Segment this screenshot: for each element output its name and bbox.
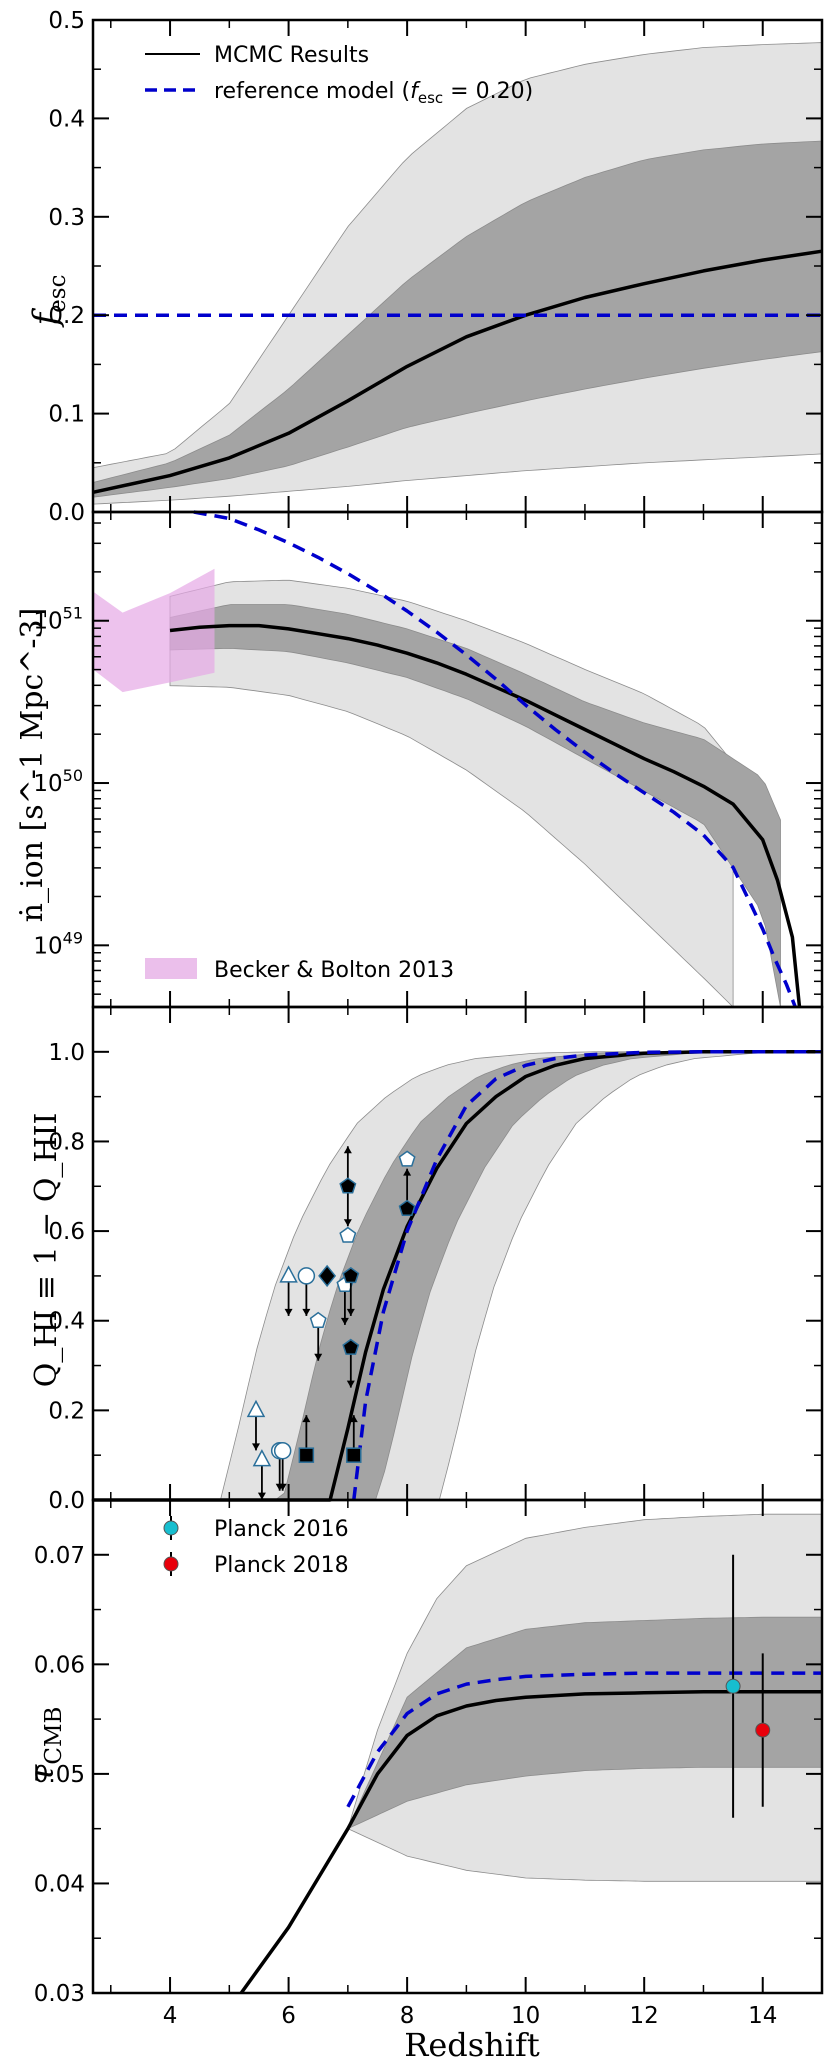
QHI-marker-pentagon [339,1177,357,1194]
QHI-marker-pentagon [398,1150,416,1167]
legend-planck2018-label: Planck 2018 [214,1553,349,1578]
QHI-marker-pentagon [342,1338,360,1355]
QHI-arrowhead [346,1308,355,1316]
QHI-marker-triangle [252,1449,272,1467]
planck2018-point [755,1722,771,1738]
QHI-marker-pentagon [342,1266,360,1284]
x-tick-label: 4 [163,2003,178,2029]
y-tick-label-QHI: 0.0 [48,1488,85,1514]
ylabel-tau: τCMB [22,1707,67,1784]
y-tick-label-QHI: 0.4 [48,1309,85,1335]
QHI-marker-circle [273,1441,292,1460]
x-tick-label: 12 [630,2003,659,2029]
tau-reference-line [346,1671,822,1808]
y-tick-label-fesc: 0.5 [48,8,85,34]
ylabel-QHI: Q_HI ≡ 1 − Q_HII [29,1113,64,1388]
y-tick-label-fesc: 0.1 [48,402,85,428]
QHI-arrowhead [343,1146,352,1154]
fesc-mcmc-line [92,249,823,495]
y-tick-label-QHI: 0.6 [48,1219,85,1245]
legend-tau: Planck 2016 Planck 2018 [163,1516,349,1578]
QHI-marker-triangle [246,1399,266,1418]
QHI-arrowhead [349,1415,358,1423]
QHI-marker-square [298,1447,315,1463]
legend-planck2016-label: Planck 2016 [214,1517,349,1542]
y-tick-label-fesc: 0.2 [48,303,85,329]
y-tick-label-nion: 1049 [33,928,83,959]
legend-planck2018-marker [163,1556,179,1572]
axes-frame-tau [91,1498,824,1995]
QHI-marker-diamond [318,1264,337,1288]
y-tick-label-tau: 0.05 [34,1762,85,1788]
QHI-arrowhead [284,1308,293,1316]
becker-bolton-band [93,568,215,693]
nion-reference-line [193,510,797,1008]
QHI-marker-pentagon [309,1311,327,1328]
QHI-arrowhead [251,1443,260,1451]
y-tick-label-fesc: 0.0 [48,500,85,526]
xlabel-redshift: Redshift [404,2026,540,2064]
planck2016-point [725,1678,741,1694]
y-tick-label-tau: 0.04 [34,1871,85,1897]
x-tick-label: 14 [748,2003,777,2029]
y-tick-label-QHI: 0.2 [48,1398,85,1424]
y-tick-label-tau: 0.03 [34,1981,85,2007]
x-tick-label: 8 [400,2003,415,2029]
y-tick-label-nion: 1051 [33,604,83,635]
QHI-arrowhead [343,1219,352,1227]
y-tick-label-fesc: 0.4 [48,106,85,132]
ylabel-nion: ṅ_ion [s^-1 Mpc^-3] [15,608,50,923]
legend-fesc: MCMC Results reference model (fesc = 0.2… [145,43,533,107]
legend-mcmc-label: MCMC Results [214,43,369,68]
legend-nion: Becker & Bolton 2013 [145,958,454,983]
QHI-arrowhead [302,1308,311,1316]
legend-becker-label: Becker & Bolton 2013 [214,958,454,983]
QHI-mcmc-line [93,1050,822,1502]
QHI-marker-circle [297,1267,316,1285]
y-tick-label-QHI: 1.0 [48,1040,85,1066]
QHI-arrowhead [257,1492,266,1500]
y-tick-label-tau: 0.06 [34,1652,85,1678]
QHI-arrowhead [278,1483,287,1491]
QHI-arrowhead [314,1353,323,1361]
QHI-marker-square [346,1447,362,1463]
y-tick-label-nion: 1050 [33,766,83,797]
y-tick-label-QHI: 0.8 [48,1129,85,1155]
QHI-arrowhead [346,1380,355,1388]
QHI-arrowhead [340,1317,349,1325]
tau-mcmc-line [239,1689,822,1995]
x-tick-label: 6 [281,2003,296,2029]
y-tick-label-fesc: 0.3 [48,205,85,231]
QHI-marker-pentagon [339,1226,357,1243]
y-tick-label-tau: 0.07 [34,1543,85,1569]
x-tick-label: 10 [511,2003,540,2029]
legend-ref-label: reference model (fesc = 0.20) [214,79,533,107]
ylabel-fesc: fesc [26,275,71,329]
QHI-marker-pentagon [398,1199,416,1216]
QHI-arrowhead [403,1168,412,1176]
legend-becker-swatch [145,958,197,979]
QHI-marker-triangle [279,1265,298,1283]
legend-planck2016-marker [163,1520,179,1536]
QHI-reference-line [352,1050,822,1501]
QHI-arrowhead [302,1415,311,1423]
